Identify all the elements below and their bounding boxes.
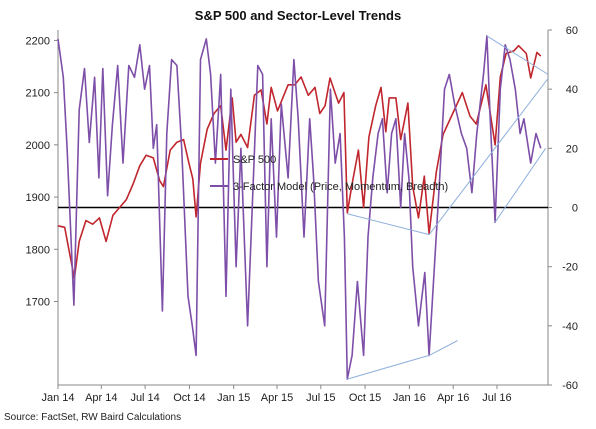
y-right-tick-label: 20 [566,143,578,155]
series-line-model [57,35,542,380]
y-right-tick-label: -20 [562,262,578,274]
y-left-tick-label: 1800 [26,244,50,256]
trendline [494,148,547,223]
trendline [486,35,549,75]
legend-label-sp500: S&P 500 [233,154,276,166]
x-tick-label: Jan 15 [217,392,250,404]
trendline [428,78,549,235]
trendline-layer [347,35,549,380]
y-left-tick-label: 2100 [26,88,50,100]
y-right-tick-label: 0 [572,203,578,215]
x-tick-label: Jul 15 [306,392,335,404]
x-tick-label: Apr 15 [261,392,293,404]
x-tick-label: Oct 15 [349,392,381,404]
y-left-tick-label: 1700 [26,296,50,308]
y-left-tick-label: 2000 [26,140,50,152]
trendline [347,213,430,236]
legend: S&P 500 3-Factor Model (Price, Momentum,… [210,154,448,193]
chart-title: S&P 500 and Sector-Level Trends [195,8,401,23]
x-tick-label: Apr 14 [85,392,117,404]
legend-label-model: 3-Factor Model (Price, Momentum, Breadth… [233,181,448,193]
series-layer [57,35,542,380]
series-line-sp500 [57,44,542,279]
x-tick-label: Jan 14 [41,392,74,404]
x-tick-label: Oct 14 [173,392,205,404]
y-right-tick-label: 40 [566,84,578,96]
y-left-tick-label: 2200 [26,35,50,47]
tick-label-layer: 1700 1800 1900 2000 2100 2200 -60 -40 -20 0 20 40 60… [26,25,578,404]
trendline [428,340,458,356]
trendline [347,354,430,380]
x-tick-label: Jul 14 [130,392,159,404]
x-tick-label: Jan 16 [393,392,426,404]
x-tick-label: Apr 16 [437,392,469,404]
y-right-tick-label: -60 [562,380,578,392]
y-right-tick-label: -40 [562,321,578,333]
x-tick-label: Jul 16 [482,392,511,404]
source-note: Source: FactSet, RW Baird Calculations [4,412,181,423]
y-left-tick-label: 1900 [26,192,50,204]
y-right-tick-label: 60 [566,25,578,37]
